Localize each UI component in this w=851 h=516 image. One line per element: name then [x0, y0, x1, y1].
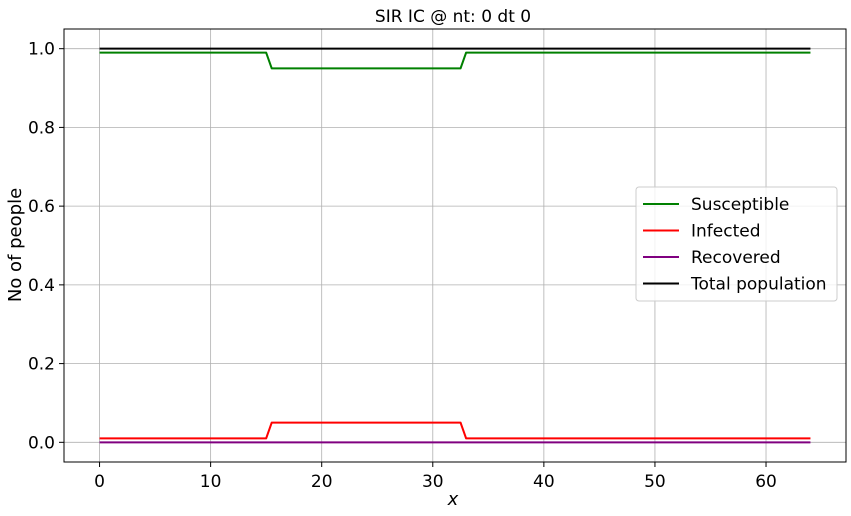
- y-tick-label: 0.2: [28, 355, 55, 375]
- plot-frame: [63, 28, 847, 463]
- x-tick-label: 20: [311, 472, 333, 492]
- chart-title: SIR IC @ nt: 0 dt 0: [375, 7, 531, 27]
- x-tick-label: 0: [94, 472, 105, 492]
- y-tick-label: 0.4: [28, 276, 55, 296]
- legend-label: Recovered: [691, 248, 781, 268]
- y-tick-label: 0.0: [28, 433, 55, 453]
- legend-label: Infected: [691, 222, 761, 242]
- x-tick-label: 60: [755, 472, 777, 492]
- series-line-infected: [99, 421, 811, 440]
- series-line-susceptible: [99, 51, 811, 70]
- x-tick-label: 30: [422, 472, 444, 492]
- x-ticks: 0 10 20 30 40 50 60: [94, 462, 777, 492]
- y-axis-label: No of people: [5, 188, 26, 302]
- series-layer: [99, 47, 811, 444]
- y-tick-label: 1.0: [28, 40, 55, 60]
- x-axis-label: x: [447, 489, 459, 510]
- x-tick-label: 10: [200, 472, 222, 492]
- x-tick-label: 40: [533, 472, 555, 492]
- legend: Susceptible Infected Recovered Total popula…: [635, 186, 838, 302]
- legend-label: Susceptible: [691, 195, 789, 215]
- y-tick-label: 0.6: [28, 197, 55, 217]
- legend-box: [635, 186, 838, 302]
- y-tick-label: 0.8: [28, 118, 55, 138]
- x-tick-label: 50: [644, 472, 666, 492]
- y-ticks: 0.0 0.2 0.4 0.6 0.8 1.0: [28, 40, 64, 453]
- legend-label: Total population: [690, 275, 827, 295]
